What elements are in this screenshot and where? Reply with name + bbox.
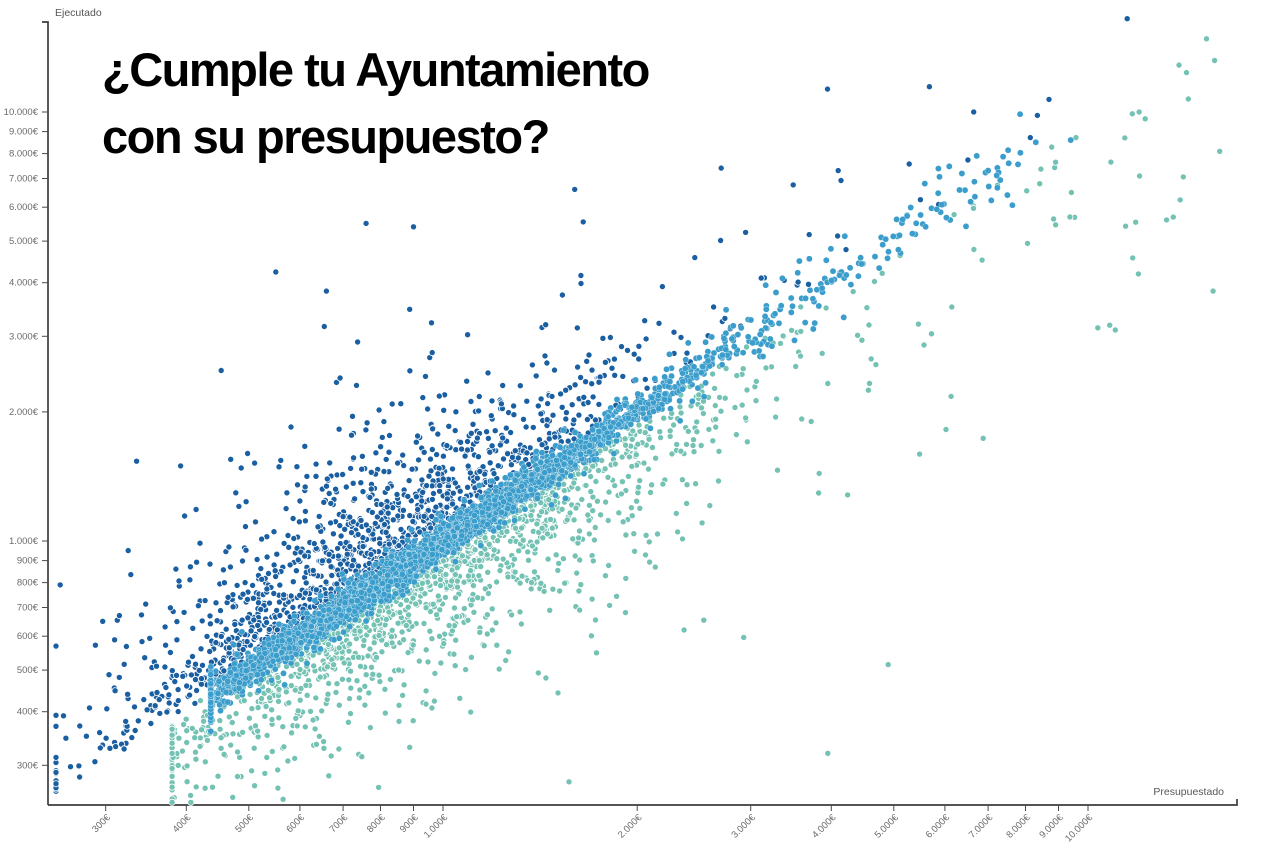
svg-text:1.000€: 1.000€ <box>9 536 39 547</box>
svg-text:10.000€: 10.000€ <box>1063 812 1096 845</box>
svg-text:5.000€: 5.000€ <box>9 236 39 247</box>
svg-text:9.000€: 9.000€ <box>9 127 39 138</box>
svg-text:1.000€: 1.000€ <box>422 812 451 841</box>
svg-text:300€: 300€ <box>17 760 39 771</box>
svg-text:6.000€: 6.000€ <box>9 202 39 213</box>
chart-title: ¿Cumple tu Ayuntamiento con su presupues… <box>102 36 650 170</box>
svg-text:500€: 500€ <box>17 665 39 676</box>
svg-text:600€: 600€ <box>17 631 39 642</box>
svg-text:2.000€: 2.000€ <box>9 407 39 418</box>
svg-text:4.000€: 4.000€ <box>810 812 839 841</box>
svg-text:5.000€: 5.000€ <box>873 812 902 841</box>
x-axis: 300€ 400€ 500€ 600€ 700€ 800€ 900€ 1.000€ 2.000€… <box>48 799 1238 845</box>
svg-text:900€: 900€ <box>17 556 39 567</box>
svg-text:7.000€: 7.000€ <box>9 174 39 185</box>
svg-text:900€: 900€ <box>398 812 421 835</box>
svg-text:3.000€: 3.000€ <box>729 812 758 841</box>
svg-text:800€: 800€ <box>365 812 388 835</box>
svg-text:4.000€: 4.000€ <box>9 278 39 289</box>
svg-text:700€: 700€ <box>17 603 39 614</box>
svg-text:10.000€: 10.000€ <box>4 107 39 118</box>
svg-text:7.000€: 7.000€ <box>967 812 996 841</box>
chart-title-line2: con su presupuesto? <box>102 110 550 163</box>
svg-text:8.000€: 8.000€ <box>1004 812 1033 841</box>
y-axis-label: Ejecutado <box>55 7 102 19</box>
series-match <box>207 110 1074 735</box>
svg-text:400€: 400€ <box>171 812 194 835</box>
svg-text:2.000€: 2.000€ <box>616 812 645 841</box>
svg-text:500€: 500€ <box>233 812 256 835</box>
svg-text:8.000€: 8.000€ <box>9 149 39 160</box>
svg-text:3.000€: 3.000€ <box>9 331 39 342</box>
x-axis-label: Presupuestado <box>1153 786 1224 798</box>
svg-text:700€: 700€ <box>327 812 350 835</box>
svg-text:9.000€: 9.000€ <box>1037 812 1066 841</box>
svg-text:800€: 800€ <box>17 578 39 589</box>
chart-title-line1: ¿Cumple tu Ayuntamiento <box>102 43 650 96</box>
svg-text:600€: 600€ <box>284 812 307 835</box>
svg-text:300€: 300€ <box>90 812 113 835</box>
y-axis: 10.000€ 9.000€ 8.000€ 7.000€ 6.000€ 5.000€ 4.0… <box>4 21 49 805</box>
svg-text:6.000€: 6.000€ <box>924 812 953 841</box>
svg-text:400€: 400€ <box>17 707 39 718</box>
